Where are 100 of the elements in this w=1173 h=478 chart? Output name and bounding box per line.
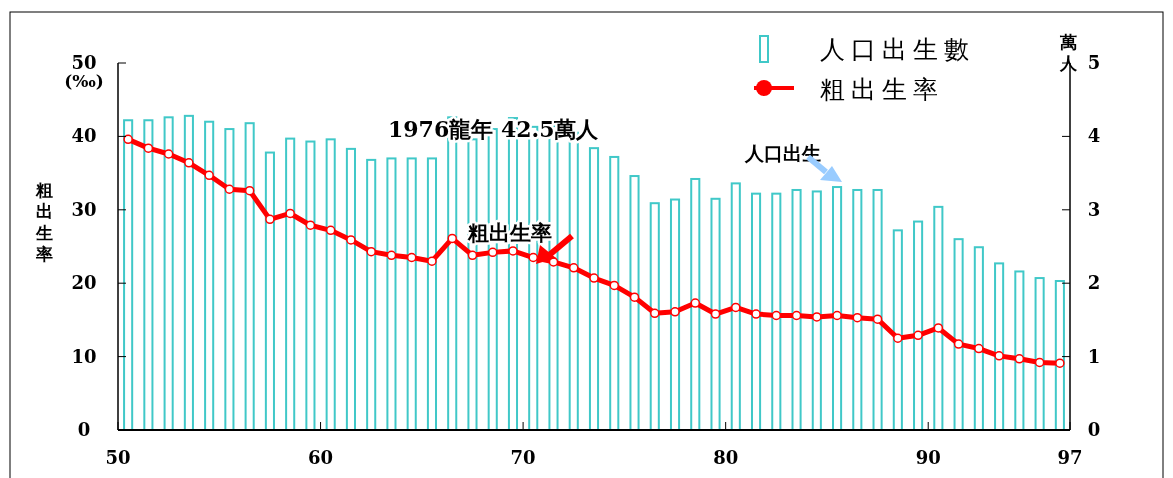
point: [447, 233, 457, 244]
y2-tick-label: 4: [1087, 125, 1101, 147]
x-tick-label: 60: [308, 447, 334, 468]
bar: [224, 128, 235, 431]
x-tick-label: 97: [1057, 447, 1083, 468]
bar: [872, 188, 883, 431]
point: [406, 252, 417, 263]
point: [609, 280, 620, 291]
point: [123, 134, 133, 145]
point: [731, 302, 741, 313]
point: [386, 250, 397, 261]
y2-tick-label: 5: [1087, 52, 1101, 73]
point: [751, 309, 761, 319]
point: [832, 310, 842, 321]
y-tick-label: 40: [71, 125, 97, 147]
point: [508, 246, 518, 256]
bar: [325, 138, 336, 431]
point: [933, 323, 944, 333]
bar: [669, 198, 681, 431]
point: [265, 214, 275, 225]
x-tick-label: 50: [105, 447, 131, 468]
bar: [690, 177, 701, 431]
point: [467, 250, 478, 261]
bar: [143, 119, 154, 431]
bar: [588, 147, 600, 431]
point: [994, 351, 1004, 361]
bar: [953, 238, 964, 431]
bar: [730, 182, 741, 431]
bar: [710, 197, 721, 431]
point: [569, 263, 579, 273]
point: [366, 246, 376, 257]
y-tick-label: 30: [71, 198, 97, 220]
bar: [285, 137, 296, 431]
bar: [973, 246, 984, 431]
bar: [264, 151, 275, 431]
bar: [1014, 270, 1025, 431]
y-tick-label: 0: [77, 419, 91, 440]
bar: [609, 155, 620, 431]
bar: [406, 157, 417, 431]
point: [913, 330, 923, 341]
bar: [832, 186, 843, 431]
point: [953, 339, 964, 349]
bar: [994, 262, 1005, 431]
x-tick-label: 90: [915, 447, 941, 468]
bar: [791, 188, 802, 431]
bar: [204, 120, 215, 431]
point: [204, 170, 214, 181]
x-tick-label: 70: [510, 447, 536, 468]
point: [346, 235, 356, 245]
y2-axis-title: 萬人: [1058, 32, 1078, 74]
bar: [305, 140, 316, 431]
point: [224, 184, 235, 194]
point: [893, 333, 903, 343]
bar: [366, 158, 377, 431]
bar: [163, 116, 174, 431]
point: [974, 343, 984, 354]
point: [589, 273, 599, 283]
point: [629, 292, 640, 302]
bar: [1054, 280, 1065, 431]
point: [710, 309, 721, 319]
point: [325, 225, 336, 236]
point: [528, 252, 538, 263]
bar: [1034, 277, 1045, 431]
bar: [933, 205, 944, 431]
point: [1055, 358, 1065, 368]
bar: [771, 192, 782, 431]
y2-tick-label: 1: [1087, 345, 1101, 367]
bar: [811, 190, 822, 431]
bar: [629, 175, 640, 431]
bar: [649, 202, 660, 431]
point: [305, 220, 316, 230]
y-tick-label: 50: [71, 52, 97, 73]
point: [872, 314, 883, 324]
y-tick-label: 10: [71, 345, 97, 367]
point: [427, 256, 437, 266]
point: [670, 307, 680, 317]
legend-label: 粗出生率: [820, 75, 944, 104]
point: [184, 158, 194, 168]
bar: [183, 114, 194, 431]
point: [1014, 354, 1025, 364]
point: [771, 310, 782, 321]
y2-tick-label: 0: [1087, 419, 1101, 440]
bar: [244, 122, 255, 431]
point: [244, 185, 255, 196]
point: [163, 149, 174, 159]
point: [285, 208, 295, 219]
y-tick-label: 20: [71, 272, 97, 294]
text: (‰): [64, 71, 104, 91]
y2-tick-label: 3: [1087, 198, 1101, 220]
bar: [750, 192, 762, 431]
point: [791, 310, 802, 321]
legend-label: 人口出生數: [820, 35, 975, 64]
bar: [892, 229, 903, 431]
bar: [426, 157, 438, 431]
x-tick-label: 80: [713, 447, 739, 468]
bar: [123, 119, 134, 431]
bar: [913, 220, 924, 431]
bar: [386, 157, 397, 431]
point: [812, 312, 822, 322]
point: [143, 143, 154, 153]
